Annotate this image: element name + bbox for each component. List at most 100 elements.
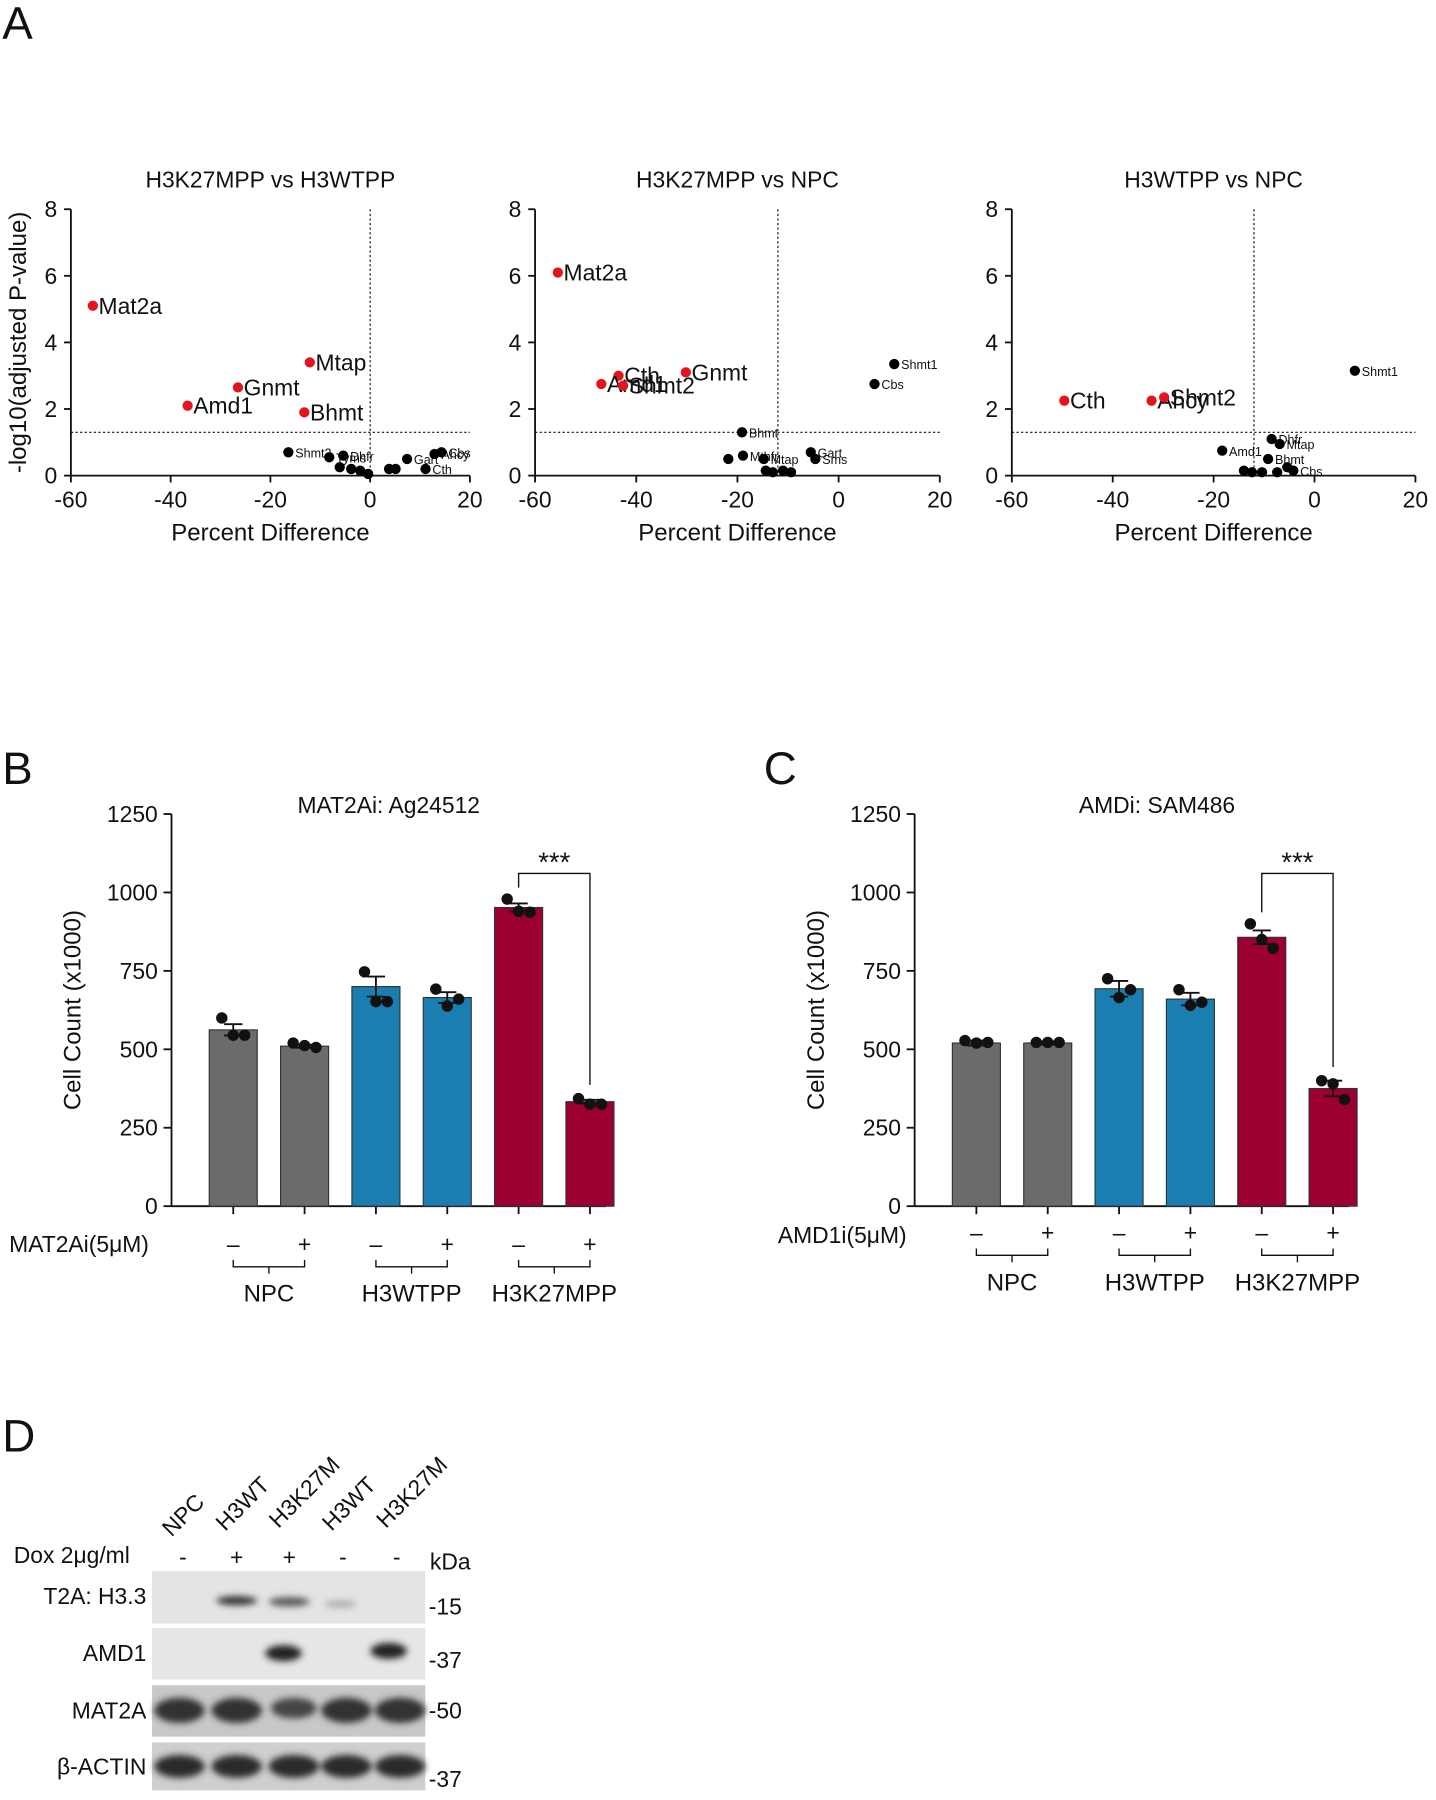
replicate-dot — [1173, 983, 1185, 996]
sign-label: – — [512, 1231, 525, 1257]
row-label: MAT2A — [72, 1697, 147, 1723]
point — [420, 463, 431, 475]
point-label: Cbs — [1300, 465, 1322, 479]
marker-label: -50 — [429, 1697, 462, 1723]
point-label: Shmt1 — [901, 358, 937, 372]
replicate-dot — [216, 1012, 228, 1024]
replicate-dot — [501, 893, 513, 905]
panel-label: D — [2, 1410, 35, 1461]
point — [785, 467, 797, 478]
x-tick-label: 20 — [1403, 487, 1428, 513]
replicate-dot — [1042, 1036, 1054, 1049]
y-tick-label: 750 — [120, 958, 158, 984]
y-tick-label: 6 — [44, 263, 57, 289]
point — [617, 380, 629, 391]
replicate-dot — [1338, 1093, 1351, 1106]
x-tick-label: 0 — [364, 487, 377, 513]
treatment-label: MAT2Ai(5μM) — [9, 1231, 149, 1257]
bar — [1023, 1042, 1073, 1207]
sign-label: + — [298, 1231, 311, 1257]
x-tick-label: 0 — [832, 487, 845, 513]
y-tick-label: 4 — [509, 329, 522, 355]
point — [552, 267, 563, 278]
point — [758, 453, 769, 465]
x-tick-label: -60 — [54, 487, 87, 513]
point-label: Cbs — [448, 446, 470, 460]
dox-sign: - — [179, 1544, 187, 1570]
bar — [422, 996, 472, 1207]
sign-label: – — [370, 1231, 383, 1257]
replicate-dot — [227, 1029, 239, 1041]
replicate-dot — [982, 1036, 994, 1049]
point-label: Shmt2 — [295, 446, 331, 460]
x-tick-label: -20 — [1197, 487, 1230, 513]
y-axis-label: Cell Count (x1000) — [803, 910, 830, 1110]
point — [1238, 465, 1250, 476]
group-label: H3WTPP — [362, 1281, 462, 1308]
dox-sign: - — [339, 1544, 347, 1570]
dox-sign: - — [393, 1544, 401, 1570]
sign-label: – — [1113, 1219, 1126, 1245]
point — [334, 462, 345, 473]
x-tick-label: -20 — [721, 487, 754, 513]
point — [1146, 395, 1157, 406]
point — [232, 382, 244, 393]
point — [436, 447, 447, 458]
point-label: Mat2a — [99, 293, 163, 319]
replicate-dot — [381, 995, 394, 1008]
sign-label: + — [1041, 1219, 1054, 1245]
point — [324, 452, 335, 463]
replicate-dot — [1256, 933, 1268, 946]
point-label: Cbs — [881, 378, 903, 392]
replicate-dot — [584, 1098, 596, 1110]
marker-label: -15 — [429, 1593, 462, 1619]
y-tick-label: 500 — [120, 1036, 158, 1062]
point — [680, 367, 691, 378]
point — [87, 300, 98, 311]
point-label: Mat2a — [564, 259, 628, 285]
point-label: Gart — [818, 446, 843, 460]
panel-label: A — [2, 0, 33, 48]
replicate-dot — [358, 966, 371, 978]
point-label: Cth — [624, 363, 660, 389]
group-label: H3K27MPP — [1235, 1269, 1360, 1296]
point-label: Mtap — [771, 453, 799, 467]
group-label: NPC — [987, 1269, 1038, 1296]
lane-label: H3WT — [210, 1471, 274, 1535]
y-tick-label: 6 — [509, 263, 522, 289]
point — [338, 450, 349, 461]
replicate-dot — [512, 905, 525, 917]
point-label: Sms — [822, 453, 847, 467]
bar — [1308, 1087, 1358, 1207]
sign-label: + — [1184, 1219, 1197, 1245]
point-label: Amd1 — [1229, 445, 1262, 459]
point — [736, 427, 748, 438]
point-label: Dhfr — [350, 450, 374, 464]
point — [777, 465, 789, 476]
replicate-dot — [970, 1037, 983, 1049]
dox-sign: + — [283, 1544, 296, 1570]
point — [1349, 365, 1361, 376]
group-bracket — [232, 1259, 306, 1274]
point — [1274, 438, 1285, 450]
x-tick-label: 20 — [927, 487, 952, 513]
group-bracket — [517, 1259, 591, 1274]
point-label: Amd1 — [193, 393, 253, 419]
blot-strip — [152, 1570, 426, 1624]
x-tick-label: 0 — [1308, 487, 1321, 513]
x-tick-label: -40 — [1096, 487, 1129, 513]
x-tick-label: -40 — [154, 487, 187, 513]
point — [1256, 467, 1268, 478]
replicate-dot — [1244, 918, 1257, 930]
y-tick-label: 0 — [145, 1193, 158, 1219]
y-tick-label: 500 — [863, 1036, 901, 1062]
point — [299, 407, 310, 418]
y-tick-label: 750 — [863, 958, 901, 984]
point — [1217, 445, 1228, 456]
chart-title: H3WTPP vs NPC — [1124, 166, 1303, 192]
replicate-dot — [1327, 1078, 1339, 1090]
y-tick-label: 4 — [985, 329, 998, 355]
point — [1266, 433, 1277, 445]
replicate-dot — [441, 1000, 453, 1012]
y-tick-label: 0 — [44, 463, 57, 489]
